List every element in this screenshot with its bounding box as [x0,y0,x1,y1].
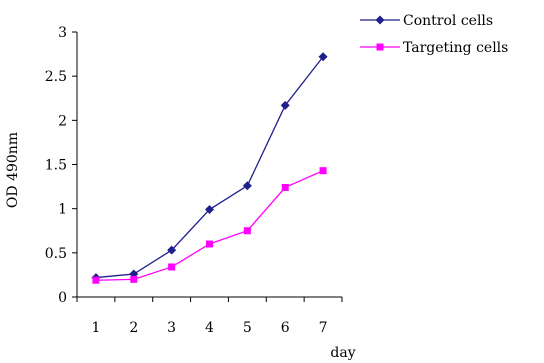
data-point-square [206,240,213,248]
data-point-square [130,275,138,283]
y-axis-ticks: 0 0.5 1 1.5 2 2.5 3 [45,25,77,306]
series-line [95,170,324,281]
legend: Control cells Targeting cells [360,13,508,56]
y-axis-title: OD 490nm [5,132,21,208]
x-tick-label: 1 [91,320,100,336]
y-tick-label: 1 [58,202,67,218]
y-tick-label: 0.5 [45,246,67,262]
legend-item-2: Targeting cells [360,40,508,56]
legend-label: Targeting cells [403,40,508,56]
axes [76,32,342,298]
data-point-square [376,43,384,51]
series-1 [91,52,328,283]
data-point-diamond [375,15,385,25]
series-layer [91,52,328,284]
legend-item-1: Control cells [360,13,493,29]
data-point-diamond [318,52,328,62]
data-point-square [243,227,251,235]
y-tick-label: 2.5 [45,69,67,85]
data-point-square [319,167,327,175]
legend-label: Control cells [403,13,493,29]
x-tick-label: 4 [205,320,214,336]
y-tick-label: 2 [58,113,67,129]
data-point-diamond [205,205,214,215]
data-point-diamond [242,181,252,191]
y-tick-label: 3 [58,25,67,41]
series-2 [92,167,327,284]
x-axis-title: day [330,345,355,361]
y-tick-label: 1.5 [45,158,67,174]
x-tick-label: 3 [167,320,176,336]
data-point-diamond [167,245,177,255]
x-tick-label: 7 [319,320,328,336]
data-point-square [281,183,289,191]
x-axis-ticks: 1 2 3 4 5 6 7 [76,297,343,336]
data-point-square [92,276,100,284]
x-tick-label: 5 [243,320,252,336]
x-tick-label: 6 [281,320,290,336]
data-point-diamond [280,100,290,110]
y-tick-label: 0 [58,290,67,306]
x-tick-label: 2 [129,320,138,336]
data-point-square [168,263,176,271]
